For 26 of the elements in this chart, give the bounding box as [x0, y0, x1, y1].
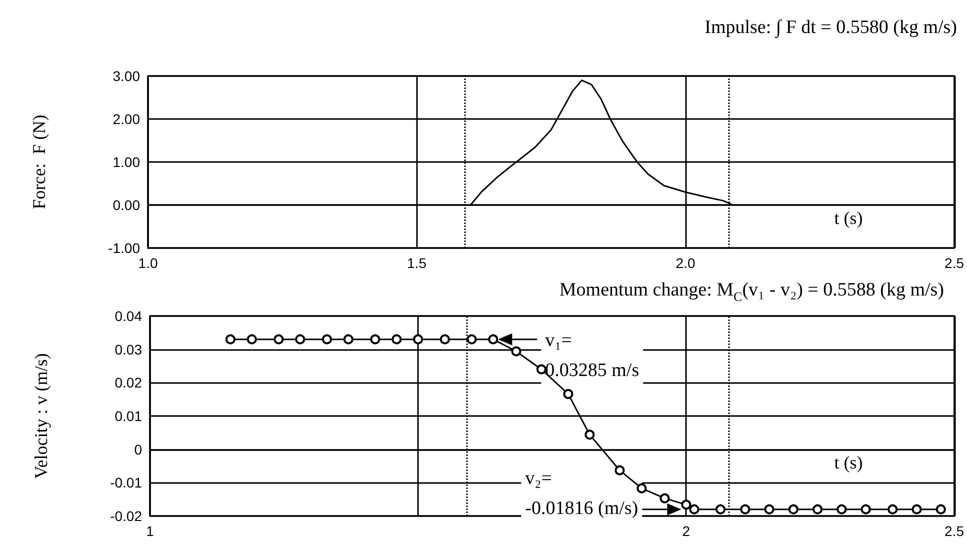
y-tick-label: 0.01 [114, 408, 142, 424]
x-tick-label: 1.5 [407, 255, 427, 271]
y-tick-label: -0.01 [110, 474, 142, 491]
text: Impulse: ∫ F dt = 0.5580 (kg m/s) [704, 17, 957, 39]
y-tick-label: 3.00 [112, 68, 140, 84]
y-tick-label: 0.02 [114, 374, 142, 391]
annotation: v₁= 0.03285 m/s [545, 330, 640, 381]
y-axis-title: Force: F (N) [29, 114, 49, 210]
y-tick-label: -0.02 [110, 508, 142, 524]
y-tick-label: 0.04 [114, 308, 142, 324]
y-tick-label: 0 [134, 441, 142, 458]
y-axis-title: Velocity : v (m/s) [31, 353, 51, 479]
y-tick-label: -1.00 [108, 240, 140, 256]
y-tick-label: 1.00 [112, 154, 140, 170]
y-tick-label: 0.00 [112, 197, 140, 213]
x-tick-label: 2.5 [944, 523, 964, 539]
x-tick-label: 1 [146, 523, 154, 539]
x-tick-label: 2.0 [676, 255, 696, 271]
y-tick-label: 0.03 [114, 341, 142, 358]
x-tick-label: 1.0 [138, 255, 158, 271]
x-tick-label: 2 [682, 523, 690, 539]
y-tick-label: 2.00 [112, 111, 140, 127]
x-axis-title: t (s) [834, 452, 863, 472]
x-tick-label: 2.5 [944, 255, 964, 271]
x-axis-title: t (s) [834, 208, 863, 228]
annotation: v₂= -0.01816 (m/s) [525, 468, 638, 519]
